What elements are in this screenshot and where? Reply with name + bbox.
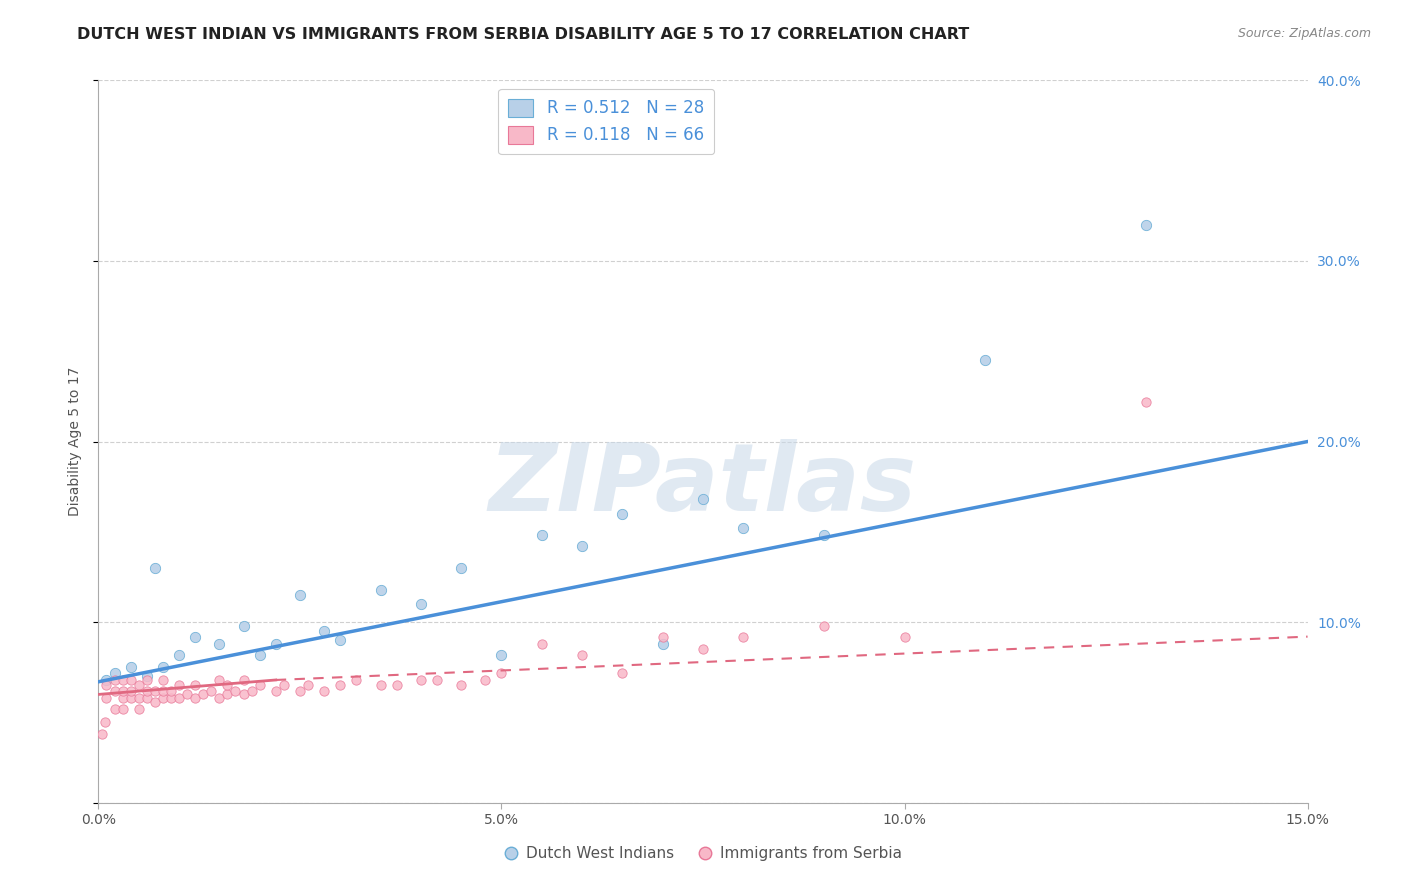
Point xyxy=(692,492,714,507)
Point xyxy=(143,695,166,709)
Point xyxy=(530,528,553,542)
Point xyxy=(409,597,432,611)
Point xyxy=(167,648,190,662)
Point xyxy=(264,637,287,651)
Point xyxy=(193,687,215,701)
Point xyxy=(111,691,134,706)
Point xyxy=(217,678,239,692)
Point xyxy=(450,561,472,575)
Point xyxy=(450,678,472,692)
Point xyxy=(184,691,207,706)
Point xyxy=(111,683,134,698)
Point xyxy=(288,683,311,698)
Point xyxy=(571,539,593,553)
Point xyxy=(96,673,118,687)
Point xyxy=(208,691,231,706)
Point xyxy=(135,669,157,683)
Point xyxy=(91,727,114,741)
Point xyxy=(612,665,634,680)
Point xyxy=(329,678,352,692)
Point xyxy=(94,714,117,729)
Point xyxy=(128,678,150,692)
Point xyxy=(135,691,157,706)
Point xyxy=(813,619,835,633)
Point xyxy=(128,702,150,716)
Point xyxy=(160,683,183,698)
Point xyxy=(224,683,246,698)
Point xyxy=(152,660,174,674)
Point xyxy=(143,561,166,575)
Point xyxy=(184,630,207,644)
Point xyxy=(974,353,997,368)
Point xyxy=(167,678,190,692)
Point xyxy=(813,528,835,542)
Point xyxy=(184,678,207,692)
Point xyxy=(426,673,449,687)
Point xyxy=(120,673,142,687)
Point xyxy=(893,630,915,644)
Text: DUTCH WEST INDIAN VS IMMIGRANTS FROM SERBIA DISABILITY AGE 5 TO 17 CORRELATION C: DUTCH WEST INDIAN VS IMMIGRANTS FROM SER… xyxy=(77,27,970,42)
Legend: Dutch West Indians, Immigrants from Serbia: Dutch West Indians, Immigrants from Serb… xyxy=(498,840,908,867)
Point xyxy=(733,521,755,535)
Point xyxy=(370,582,392,597)
Point xyxy=(232,687,254,701)
Point xyxy=(491,665,513,680)
Point xyxy=(152,683,174,698)
Point xyxy=(314,683,336,698)
Point xyxy=(103,702,125,716)
Point xyxy=(273,678,295,692)
Point xyxy=(160,691,183,706)
Point xyxy=(176,687,198,701)
Point xyxy=(409,673,432,687)
Point xyxy=(217,687,239,701)
Point xyxy=(120,660,142,674)
Point xyxy=(491,648,513,662)
Point xyxy=(103,665,125,680)
Point xyxy=(111,702,134,716)
Point xyxy=(474,673,496,687)
Point xyxy=(571,648,593,662)
Point xyxy=(344,673,367,687)
Point xyxy=(651,630,673,644)
Point xyxy=(1135,218,1157,232)
Y-axis label: Disability Age 5 to 17: Disability Age 5 to 17 xyxy=(69,367,83,516)
Point xyxy=(111,673,134,687)
Point xyxy=(530,637,553,651)
Point xyxy=(208,673,231,687)
Point xyxy=(733,630,755,644)
Point xyxy=(370,678,392,692)
Point xyxy=(128,691,150,706)
Point xyxy=(297,678,319,692)
Point xyxy=(120,691,142,706)
Point xyxy=(651,637,673,651)
Point xyxy=(152,691,174,706)
Point xyxy=(385,678,408,692)
Point xyxy=(103,673,125,687)
Point xyxy=(1135,394,1157,409)
Point xyxy=(103,683,125,698)
Point xyxy=(208,637,231,651)
Point xyxy=(692,642,714,657)
Point xyxy=(152,673,174,687)
Point xyxy=(96,678,118,692)
Point xyxy=(240,683,263,698)
Point xyxy=(232,619,254,633)
Text: ZIPatlas: ZIPatlas xyxy=(489,439,917,531)
Point xyxy=(288,588,311,602)
Point xyxy=(96,691,118,706)
Point xyxy=(264,683,287,698)
Point xyxy=(135,683,157,698)
Point xyxy=(329,633,352,648)
Point xyxy=(232,673,254,687)
Point xyxy=(249,678,271,692)
Text: Source: ZipAtlas.com: Source: ZipAtlas.com xyxy=(1237,27,1371,40)
Point xyxy=(167,691,190,706)
Point xyxy=(120,683,142,698)
Point xyxy=(200,683,222,698)
Point xyxy=(249,648,271,662)
Point xyxy=(143,683,166,698)
Point xyxy=(612,507,634,521)
Point xyxy=(135,673,157,687)
Point xyxy=(314,624,336,639)
